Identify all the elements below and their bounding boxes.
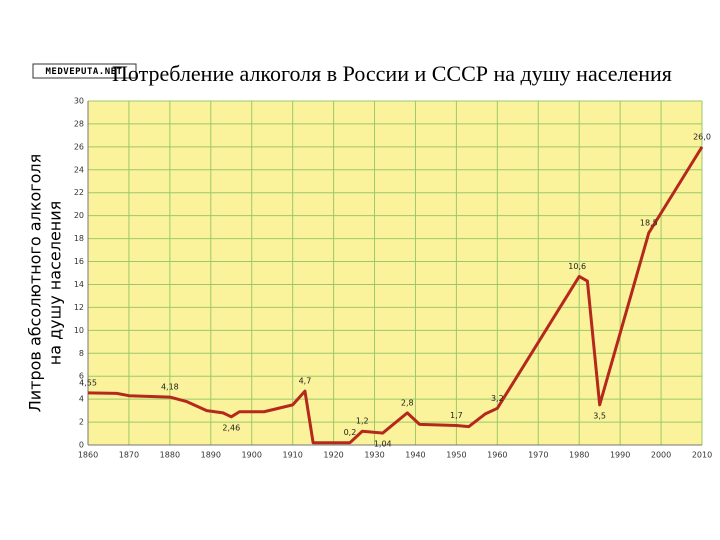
value-label: 4,7	[299, 377, 312, 386]
y-tick-label: 26	[74, 142, 84, 151]
plot-area	[88, 101, 702, 445]
y-tick-label: 2	[79, 418, 84, 427]
x-tick-label: 1970	[528, 451, 548, 460]
value-label: 4,55	[79, 378, 97, 387]
value-label: 2,46	[222, 423, 240, 432]
x-tick-label: 1950	[446, 451, 466, 460]
y-tick-label: 18	[74, 234, 84, 243]
y-tick-label: 0	[79, 441, 84, 450]
y-tick-label: 10	[74, 326, 84, 335]
watermark-box	[32, 63, 137, 79]
x-tick-label: 1930	[364, 451, 384, 460]
y-tick-label: 22	[74, 188, 84, 197]
value-label: 3,2	[491, 394, 504, 403]
x-tick-label: 1960	[487, 451, 507, 460]
x-tick-label: 1940	[405, 451, 425, 460]
x-tick-label: 1910	[282, 451, 302, 460]
y-tick-label: 20	[74, 211, 84, 220]
value-label: 1,7	[450, 411, 463, 420]
y-tick-label: 16	[74, 257, 84, 266]
value-label: 2,8	[401, 398, 414, 407]
y-tick-label: 6	[79, 372, 84, 381]
y-axis-label: Литров абсолютного алкоголя	[26, 154, 45, 413]
chart-title: Потребление алкоголя в России и СССР на …	[112, 61, 672, 86]
y-axis-label: на душу населения	[46, 201, 65, 366]
x-tick-label: 1880	[160, 451, 180, 460]
x-tick-label: 1870	[119, 451, 139, 460]
x-tick-label: 1990	[610, 451, 630, 460]
value-label: 4,18	[161, 383, 179, 392]
value-label: 0,2	[344, 428, 357, 437]
line	[87, 146, 704, 445]
y-tick-label: 8	[79, 349, 84, 358]
watermark: MEDVEPUTA.NET	[46, 67, 123, 77]
value-label: 26,0	[693, 132, 711, 141]
x-tick-label: 1920	[323, 451, 343, 460]
y-tick-label: 28	[74, 119, 84, 128]
y-tick-label: 30	[74, 97, 84, 106]
x-tick-label: 1900	[242, 451, 262, 460]
x-tick-label: 1860	[78, 451, 98, 460]
value-label: 18,5	[640, 218, 658, 227]
value-label: 3,5	[593, 411, 606, 420]
x-tick-label: 1980	[569, 451, 589, 460]
x-tick-label: 2000	[651, 451, 671, 460]
y-tick-label: 4	[79, 395, 84, 404]
value-label: 1,2	[356, 417, 369, 426]
y-tick-label: 24	[74, 165, 84, 174]
x-tick-label: 1890	[201, 451, 221, 460]
annotation: 10,6	[568, 262, 586, 271]
x-tick-label: 2010	[692, 451, 712, 460]
value-label: 1,04	[374, 440, 392, 449]
y-tick-label: 12	[74, 303, 84, 312]
y-tick-label: 14	[74, 280, 84, 289]
